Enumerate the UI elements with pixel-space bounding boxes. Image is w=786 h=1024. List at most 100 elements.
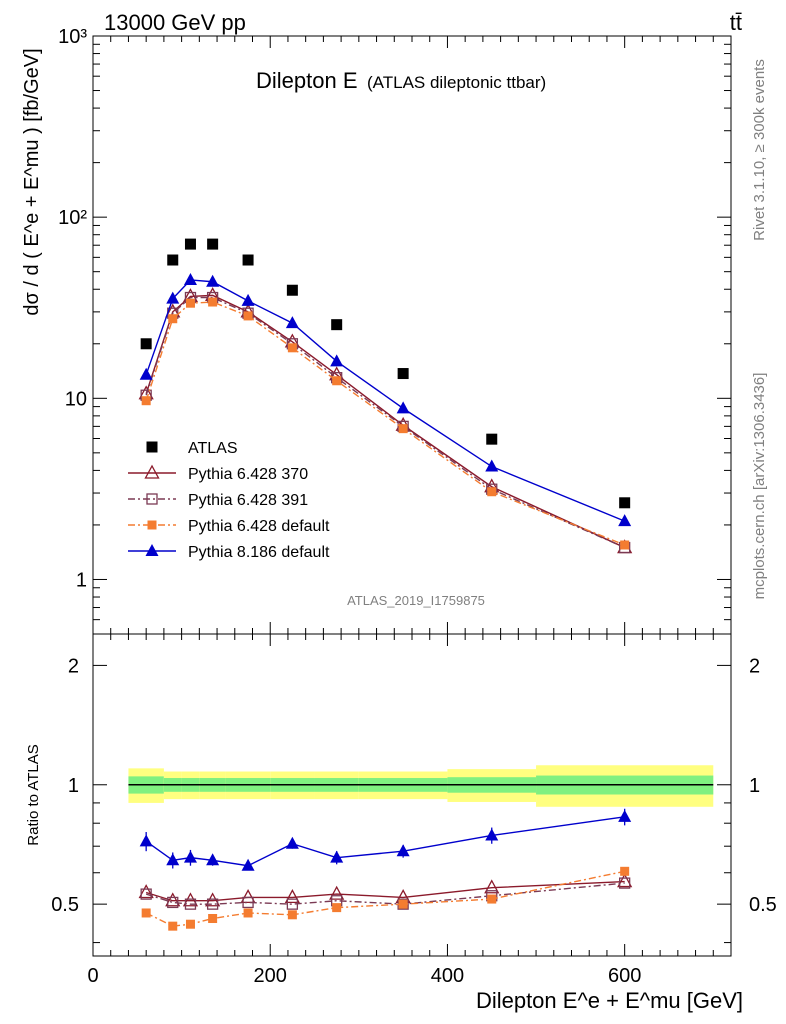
legend-marker-p6def bbox=[147, 520, 157, 530]
ratio-point-p8 bbox=[241, 858, 255, 871]
legend-marker-p370 bbox=[144, 464, 160, 479]
data-point-p8 bbox=[206, 274, 220, 287]
ratio-point-p391 bbox=[184, 898, 197, 910]
x-tick-label: 0 bbox=[87, 965, 98, 987]
ratio-point-p8 bbox=[485, 828, 499, 841]
ratio-point-p6def bbox=[398, 899, 408, 909]
y-tick-label: 10³ bbox=[58, 26, 87, 48]
x-tick-label: 200 bbox=[254, 965, 287, 987]
ratio-point-p391 bbox=[206, 898, 219, 910]
ratio-uncertainty-band bbox=[128, 765, 714, 807]
ratio-point-p8 bbox=[285, 836, 299, 849]
ratio-point-p8 bbox=[166, 853, 180, 866]
data-point-p6def bbox=[208, 297, 218, 307]
ratio-point-p6def bbox=[620, 866, 630, 876]
data-point-atlas bbox=[397, 368, 409, 380]
ratio-point-p391 bbox=[140, 888, 152, 900]
y-tick-label: 10 bbox=[65, 388, 87, 410]
analysis-id: ATLAS_2019_I1759875 bbox=[347, 593, 485, 608]
ratio-point-p370 bbox=[138, 884, 154, 899]
series-line-p391 bbox=[145, 296, 625, 549]
data-point-atlas bbox=[331, 319, 343, 331]
ratio-point-p6def bbox=[208, 914, 218, 924]
ratio-point-p8 bbox=[139, 834, 153, 847]
legend-marker-atlas bbox=[146, 441, 158, 453]
legend: ATLAS Pythia 6.428 370 Pythia 6.428 391 Pyt… bbox=[128, 440, 330, 561]
data-point-p8 bbox=[330, 354, 344, 367]
legend-label-p391: Pythia 6.428 391 bbox=[188, 492, 308, 509]
ratio-point-p6def bbox=[487, 894, 497, 904]
ratio-point-p8 bbox=[183, 850, 197, 863]
y-tick-label: 10² bbox=[58, 207, 87, 229]
ratio-point-p370 bbox=[165, 892, 181, 907]
ratio-point-p6def bbox=[332, 903, 342, 913]
ratio-y-tick-label: 1 bbox=[68, 775, 79, 797]
ratio-point-p370 bbox=[284, 889, 300, 904]
data-point-p6def bbox=[141, 396, 151, 406]
data-point-p6def bbox=[287, 343, 297, 353]
ratio-y-tick-label-right: 1 bbox=[749, 775, 760, 797]
series-line-p370 bbox=[145, 294, 625, 549]
data-point-atlas bbox=[140, 338, 152, 350]
ratio-point-p391 bbox=[619, 877, 631, 889]
ratio-point-p391 bbox=[286, 898, 299, 910]
data-point-p6def bbox=[185, 298, 195, 308]
ratio-y-tick-label: 0.5 bbox=[51, 894, 79, 916]
data-point-atlas bbox=[486, 433, 498, 445]
data-point-p6def bbox=[487, 487, 497, 497]
plot-title: Dilepton E bbox=[256, 68, 358, 93]
rivet-version-label: Rivet 3.1.10, ≥ 300k events bbox=[751, 59, 768, 241]
plot-subtitle: (ATLAS dileptonic ttbar) bbox=[367, 73, 546, 92]
ratio-point-p391 bbox=[242, 896, 254, 909]
ratio-point-p6def bbox=[141, 908, 151, 918]
ratio-y-axis-label: Ratio to ATLAS bbox=[25, 744, 42, 845]
ratio-y-tick-label: 2 bbox=[68, 655, 79, 677]
ratio-y-tick-label-right: 0.5 bbox=[749, 894, 777, 916]
data-point-p8 bbox=[396, 401, 410, 414]
data-point-atlas bbox=[619, 497, 631, 509]
data-point-p8 bbox=[183, 272, 197, 285]
ratio-point-p6def bbox=[185, 919, 195, 929]
ratio-plot-series bbox=[138, 808, 633, 931]
ratio-point-p6def bbox=[287, 910, 297, 920]
legend-label-atlas: ATLAS bbox=[188, 440, 238, 457]
data-point-atlas bbox=[242, 254, 254, 266]
data-point-p6def bbox=[168, 314, 178, 324]
ratio-point-p8 bbox=[330, 850, 344, 863]
data-point-p8 bbox=[285, 316, 299, 329]
legend-marker-p391 bbox=[146, 493, 158, 505]
axes: 0 200 400 600 1 10 10² 10³ 0.5 0.5 1 1 2 2 bbox=[51, 26, 777, 987]
mcplots-label: mcplots.cern.ch [arXiv:1306.3436] bbox=[751, 373, 768, 600]
legend-label-p8: Pythia 8.186 default bbox=[188, 544, 330, 561]
ratio-point-p370 bbox=[484, 879, 500, 894]
data-point-atlas bbox=[286, 284, 298, 296]
ratio-point-p8 bbox=[396, 844, 410, 857]
ratio-y-tick-label-right: 2 bbox=[749, 655, 760, 677]
data-point-p8 bbox=[166, 291, 180, 304]
legend-label-p6def: Pythia 6.428 default bbox=[188, 518, 330, 535]
process-label: tt̄ bbox=[730, 10, 742, 35]
legend-marker-p8 bbox=[145, 544, 159, 556]
y-axis-label: dσ / d ( E^e + E^mu ) [fb/GeV] bbox=[21, 48, 43, 315]
ratio-point-p370 bbox=[617, 873, 633, 888]
legend-label-p370: Pythia 6.428 370 bbox=[188, 466, 308, 483]
data-point-p6def bbox=[620, 540, 630, 550]
data-point-p8 bbox=[618, 514, 632, 527]
y-tick-label: 1 bbox=[76, 569, 87, 591]
data-point-atlas bbox=[207, 238, 219, 250]
series-line-p8 bbox=[145, 279, 625, 522]
main-plot-series bbox=[138, 238, 633, 554]
data-point-p8 bbox=[241, 293, 255, 306]
x-axis-label: Dilepton E^e + E^mu [GeV] bbox=[476, 988, 743, 1013]
energy-label: 13000 GeV pp bbox=[104, 10, 246, 35]
ratio-point-p370 bbox=[240, 889, 256, 904]
ratio-point-p391 bbox=[167, 896, 179, 909]
ratio-point-p370 bbox=[329, 885, 345, 900]
ratio-point-p8 bbox=[206, 853, 220, 866]
data-point-p8 bbox=[485, 459, 499, 472]
ratio-line-p8 bbox=[145, 816, 625, 867]
ratio-point-p8 bbox=[618, 809, 632, 822]
ratio-line-p6def bbox=[145, 870, 625, 927]
ratio-line-p391 bbox=[145, 882, 625, 905]
